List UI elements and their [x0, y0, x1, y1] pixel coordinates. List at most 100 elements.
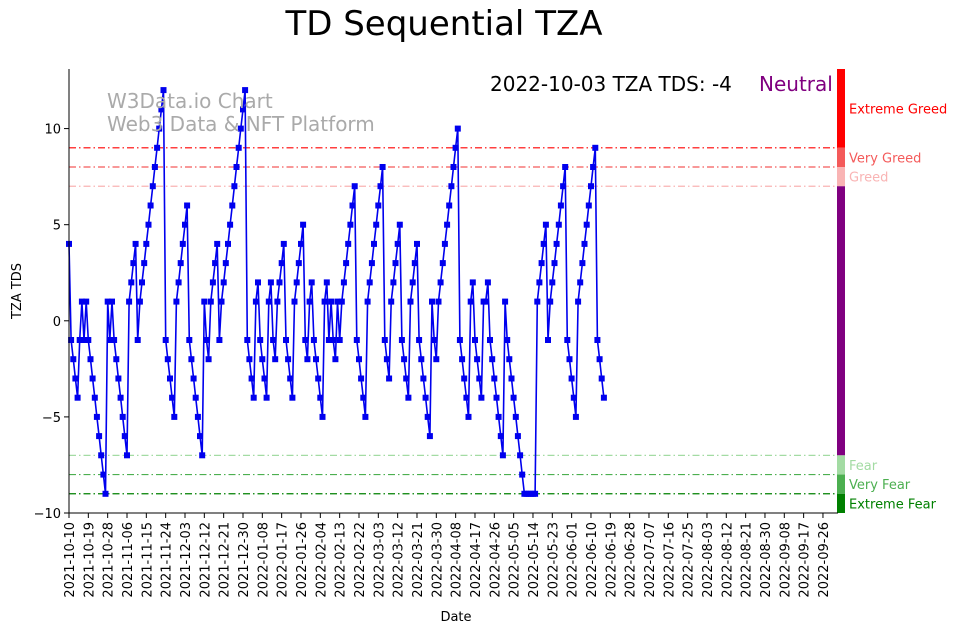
y-tick-label: −5 [42, 411, 61, 426]
tds-data-point [538, 260, 545, 267]
tds-data-point [240, 106, 246, 113]
tds-data-point [592, 144, 599, 151]
tds-data-point [396, 221, 403, 228]
tds-data-point [463, 394, 470, 401]
tds-data-point [261, 375, 268, 382]
tds-data-point [414, 240, 420, 247]
tds-data-point [81, 337, 87, 343]
tds-data-point [598, 375, 605, 382]
tds-data-point [469, 279, 476, 286]
tds-data-point [74, 394, 81, 401]
tds-data-point [149, 183, 156, 190]
tds-data-point [154, 144, 161, 151]
tds-data-point [345, 240, 352, 247]
tds-data-point [267, 279, 274, 286]
y-axis-label: TZA TDS [10, 263, 25, 320]
tds-data-point [472, 337, 478, 343]
tds-data-point [244, 337, 251, 343]
tds-data-point [162, 337, 169, 343]
x-tick-label: 2021-10-28 [102, 522, 117, 598]
tds-data-point [452, 144, 459, 151]
x-tick-label: 2021-11-24 [160, 522, 175, 598]
tds-data-point [441, 240, 448, 247]
tds-data-point [141, 260, 148, 267]
tds-data-point [555, 221, 562, 228]
tds-data-point [334, 298, 341, 305]
tds-data-point [439, 260, 446, 267]
tds-data-point [478, 394, 485, 401]
tds-data-point [205, 356, 212, 363]
x-tick-label: 2021-12-21 [218, 522, 233, 598]
tds-data-point [304, 356, 311, 363]
tds-data-point [560, 183, 567, 190]
tds-data-point [298, 240, 304, 247]
tds-data-point [585, 202, 592, 209]
tds-data-point [489, 356, 496, 363]
tds-data-point [280, 240, 287, 247]
tds-data-point [448, 183, 455, 190]
tds-data-point [476, 375, 483, 382]
tds-data-point [360, 394, 367, 401]
tds-data-point [405, 394, 412, 401]
tds-data-point [143, 240, 150, 247]
tds-data-point [293, 279, 300, 286]
x-tick-label: 2022-06-19 [604, 522, 619, 598]
tds-data-point [283, 337, 289, 343]
x-tick-label: 2022-06-01 [566, 522, 581, 598]
tds-data-point [450, 164, 457, 170]
tds-data-point [139, 279, 145, 286]
watermark-line: W3Data.io Chart [107, 89, 273, 113]
tds-data-point [231, 183, 238, 190]
tds-data-point [371, 240, 377, 247]
tds-data-point [465, 413, 472, 420]
x-tick-label: 2022-01-26 [295, 522, 310, 598]
tds-data-point [274, 298, 281, 305]
tds-data-point [263, 394, 270, 401]
tds-data-point [338, 298, 345, 305]
tds-data-point [218, 298, 225, 305]
sentiment-band-segment [837, 147, 845, 168]
tds-data-point [508, 375, 515, 382]
tds-data-point [287, 375, 294, 382]
tds-data-point [177, 260, 184, 267]
tds-data-point [102, 490, 109, 497]
tds-data-point [255, 279, 261, 286]
tds-data-point [474, 356, 481, 363]
y-tick-label: 5 [53, 219, 61, 234]
x-tick-label: 2021-12-03 [179, 522, 194, 598]
tds-data-point [136, 298, 143, 305]
tds-data-point [190, 375, 197, 382]
sentiment-band-segment [837, 455, 845, 475]
tds-data-point [308, 279, 315, 286]
x-tick-label: 2022-01-08 [256, 522, 271, 598]
tds-data-point [186, 337, 193, 343]
tds-data-point [368, 260, 375, 267]
tds-data-point [72, 375, 79, 382]
tds-data-point [364, 298, 371, 305]
x-tick-label: 2022-07-16 [662, 522, 677, 598]
status-state: Neutral [759, 72, 833, 96]
tds-data-point [134, 337, 141, 343]
tds-data-point [506, 356, 513, 363]
tds-data-point [379, 164, 386, 170]
tds-data-point [411, 260, 418, 267]
tds-data-point [128, 279, 135, 286]
tds-data-point [306, 298, 313, 305]
tds-data-point [216, 337, 223, 343]
x-tick-label: 2022-02-04 [314, 522, 329, 598]
x-tick-label: 2022-04-26 [488, 522, 503, 598]
x-tick-label: 2022-04-08 [450, 522, 465, 598]
y-tick-label: −10 [34, 507, 61, 522]
tds-data-point [390, 279, 397, 286]
tds-data-point [201, 298, 208, 305]
tds-data-point [85, 337, 92, 343]
tds-data-point [173, 298, 180, 305]
tds-data-point [482, 298, 489, 305]
tds-data-point [347, 221, 354, 228]
x-tick-label: 2022-06-28 [624, 522, 639, 598]
tds-data-point [484, 279, 491, 286]
tds-data-point [151, 164, 158, 170]
x-tick-label: 2022-08-03 [701, 522, 716, 598]
tds-data-point [375, 202, 382, 209]
sentiment-band-segment [837, 186, 845, 456]
